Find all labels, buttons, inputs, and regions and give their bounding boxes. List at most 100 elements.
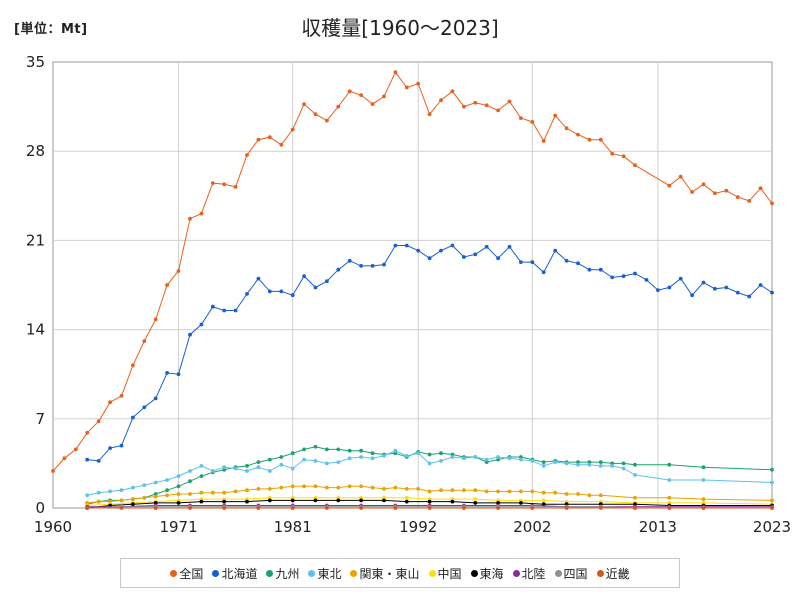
data-point — [313, 285, 318, 290]
series-全国 — [51, 70, 774, 473]
data-point — [439, 98, 443, 103]
data-point — [667, 501, 672, 505]
data-point — [347, 456, 352, 461]
data-point — [667, 495, 672, 500]
chart-title: 収穫量[1960～2023] — [301, 16, 499, 40]
legend-item: 中国 — [428, 565, 462, 582]
data-point — [336, 498, 341, 503]
data-point — [576, 261, 580, 266]
data-point — [610, 151, 615, 156]
data-point — [176, 484, 181, 489]
data-point — [267, 495, 272, 500]
data-point — [701, 506, 706, 510]
data-point — [325, 461, 329, 466]
data-point — [770, 506, 774, 510]
data-point — [325, 118, 329, 123]
data-point — [473, 455, 478, 459]
data-point — [747, 294, 752, 299]
legend-item: 九州 — [266, 565, 299, 582]
data-point — [439, 488, 443, 493]
data-point — [541, 139, 546, 143]
legend-item: 近畿 — [596, 565, 630, 582]
data-point — [667, 462, 672, 467]
unit-label: [単位：Mt] — [14, 22, 88, 37]
data-point — [222, 465, 227, 470]
data-point — [245, 292, 249, 296]
data-point — [667, 285, 672, 290]
data-point — [382, 495, 386, 500]
data-point — [770, 480, 774, 485]
data-point — [256, 506, 261, 510]
data-point — [598, 460, 603, 464]
data-point — [427, 489, 432, 494]
data-point — [290, 293, 295, 298]
plot-area — [52, 61, 773, 509]
data-point — [108, 499, 112, 504]
data-point — [564, 506, 569, 510]
data-point — [553, 248, 558, 253]
data-point — [290, 495, 295, 500]
data-point — [598, 499, 603, 504]
data-point — [598, 506, 603, 510]
data-point — [667, 478, 672, 482]
legend-marker — [266, 569, 274, 577]
data-point — [564, 461, 569, 466]
legend-marker — [350, 569, 358, 577]
data-point — [747, 199, 752, 203]
data-point — [530, 120, 535, 124]
data-point — [302, 447, 306, 452]
data-point — [302, 457, 306, 462]
data-point — [142, 483, 147, 487]
x-tick-label: 2002 — [513, 518, 551, 536]
data-point — [770, 498, 774, 503]
data-point — [496, 506, 500, 510]
data-point — [473, 100, 478, 105]
data-point — [256, 487, 261, 491]
data-point — [153, 501, 158, 505]
data-point — [153, 317, 158, 322]
data-point — [393, 448, 398, 453]
data-point — [142, 495, 147, 500]
y-tick-label: 14 — [26, 321, 45, 339]
data-point — [313, 112, 318, 117]
data-point — [62, 456, 67, 461]
data-point — [427, 506, 432, 510]
legend-label: 近畿 — [605, 566, 630, 581]
data-point — [462, 506, 466, 510]
data-point — [359, 264, 363, 268]
data-point — [576, 462, 580, 467]
data-point — [519, 260, 523, 264]
legend-item: 東北 — [308, 565, 341, 582]
series-line — [87, 485, 773, 504]
data-point — [541, 460, 546, 464]
data-point — [484, 457, 489, 462]
data-point — [553, 113, 558, 118]
data-point — [404, 499, 409, 504]
data-point — [96, 419, 101, 424]
data-point — [393, 506, 398, 510]
data-point — [633, 506, 637, 510]
data-point — [290, 451, 295, 456]
data-point — [735, 290, 740, 295]
data-point — [188, 479, 192, 484]
data-point — [176, 501, 181, 505]
data-point — [165, 493, 170, 498]
data-point — [496, 501, 500, 505]
data-point — [427, 499, 432, 504]
data-point — [667, 183, 672, 188]
data-point — [564, 126, 569, 131]
data-point — [188, 492, 192, 496]
data-point — [267, 487, 272, 491]
data-point — [450, 488, 455, 493]
data-point — [347, 448, 352, 453]
data-point — [370, 102, 375, 106]
data-point — [279, 455, 284, 459]
y-tick-label: 0 — [35, 499, 45, 517]
data-point — [758, 283, 763, 287]
data-point — [735, 195, 740, 200]
data-point — [290, 506, 295, 510]
data-point — [370, 485, 375, 490]
data-point — [393, 485, 398, 490]
data-point — [119, 506, 124, 510]
data-point — [507, 99, 512, 104]
